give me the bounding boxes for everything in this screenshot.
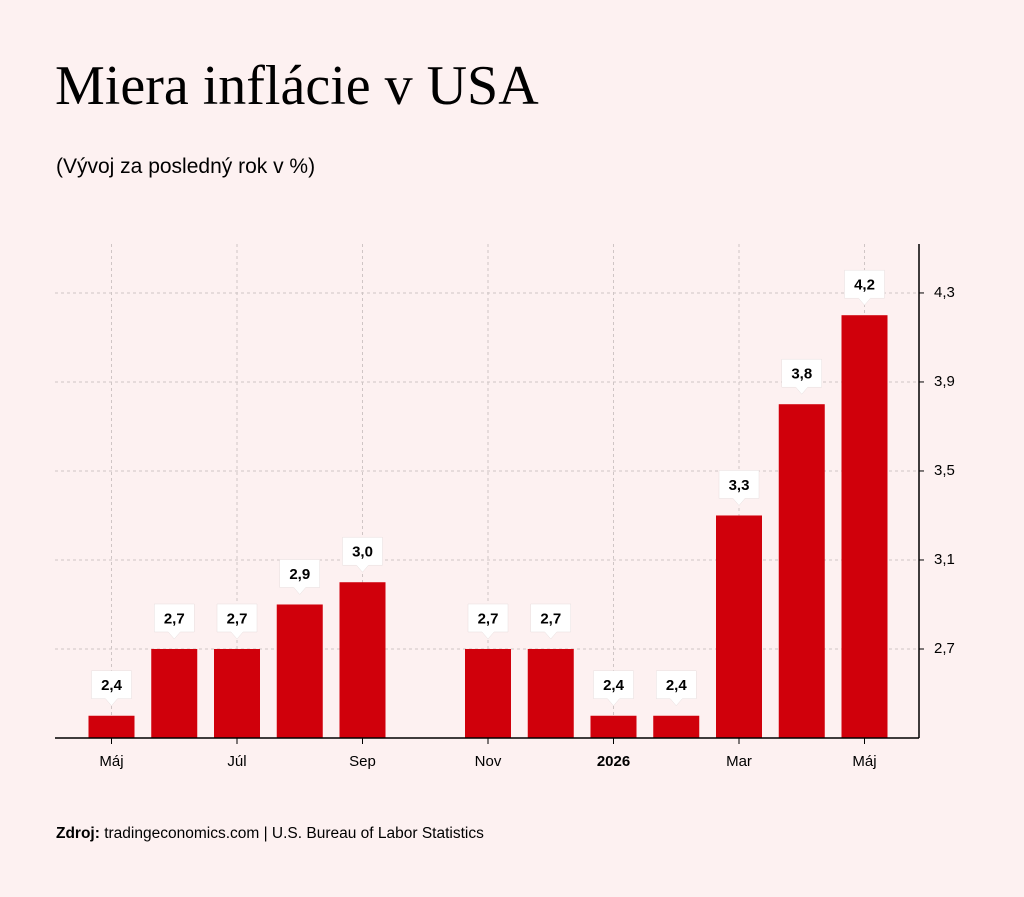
data-label: 2,7 — [467, 603, 509, 640]
data-label-text: 2,4 — [603, 677, 625, 694]
data-label: 2,9 — [279, 559, 320, 595]
data-label: 2,7 — [154, 603, 195, 640]
x-tick-label: 2026 — [597, 753, 630, 770]
bar — [590, 715, 637, 738]
source-text: tradingeconomics.com | U.S. Bureau of La… — [104, 825, 484, 842]
x-tick-label: Máj — [852, 753, 876, 770]
bar — [527, 648, 574, 738]
data-label-text: 3,3 — [729, 477, 750, 494]
data-label-text: 2,4 — [101, 677, 123, 694]
data-label-text: 2,7 — [164, 610, 185, 627]
y-tick-label: 3,9 — [934, 373, 955, 390]
bar — [276, 604, 323, 738]
bar — [716, 515, 762, 738]
bars — [88, 315, 888, 738]
bar — [214, 648, 260, 738]
data-label-text: 2,9 — [289, 566, 310, 583]
data-label: 3,8 — [781, 358, 822, 395]
y-tick-label: 2,7 — [934, 640, 955, 657]
y-tick-label: 3,1 — [934, 551, 955, 568]
bar — [465, 648, 511, 738]
y-tick-label: 3,5 — [934, 462, 955, 479]
data-label: 2,7 — [216, 603, 258, 640]
bar — [653, 715, 700, 738]
chart-title: Miera inflácie v USA — [55, 55, 539, 117]
bar — [841, 315, 888, 738]
data-label: 3,3 — [718, 470, 760, 506]
data-label-callout — [467, 603, 509, 640]
source-label: Zdroj: — [56, 825, 100, 842]
data-label-text: 2,7 — [540, 610, 561, 627]
y-tick-label: 4,3 — [934, 284, 955, 301]
bar — [151, 648, 198, 738]
data-label-callout — [154, 603, 195, 640]
axes: 2,7 3,1 3,5 3,9 4,3 Máj Júl Sep Nov 2026 Mar Máj — [55, 244, 955, 770]
data-labels: 2,4 2,7 2,7 2,9 3,0 2,7 2,7 2,4 2,4 3,3 3,8 4,2 — [91, 269, 885, 707]
data-label-text: 2,7 — [227, 610, 248, 627]
data-label-text: 2,7 — [478, 610, 499, 627]
data-label: 2,4 — [593, 670, 634, 707]
x-tick-label: Júl — [227, 753, 246, 770]
bar — [339, 582, 386, 738]
x-tick-label: Máj — [99, 753, 123, 770]
chart-subtitle: (Vývoj za posledný rok v %) — [56, 155, 316, 178]
data-label-callout — [718, 470, 760, 506]
data-label: 3,0 — [342, 536, 383, 573]
data-label: 2,4 — [656, 670, 697, 707]
data-label-callout — [656, 670, 697, 707]
data-label-callout — [781, 358, 822, 395]
data-label-text: 3,0 — [352, 544, 373, 561]
data-label-text: 4,2 — [854, 277, 875, 294]
data-label-callout — [91, 670, 132, 707]
bar — [778, 404, 825, 738]
data-label-callout — [593, 670, 634, 707]
data-label: 2,7 — [530, 603, 571, 640]
data-label-text: 3,8 — [791, 366, 812, 383]
data-label-callout — [844, 269, 885, 306]
data-label: 4,2 — [844, 269, 885, 306]
x-tick-label: Nov — [475, 753, 502, 770]
data-label-callout — [530, 603, 571, 640]
source-note: Zdroj: tradingeconomics.com | U.S. Burea… — [56, 826, 484, 842]
data-label-callout — [279, 559, 320, 595]
data-label: 2,4 — [91, 670, 132, 707]
x-tick-label: Sep — [349, 753, 376, 770]
bar — [88, 715, 135, 738]
x-tick-label: Mar — [726, 753, 752, 770]
data-label-callout — [342, 536, 383, 573]
data-label-text: 2,4 — [666, 677, 688, 694]
data-label-callout — [216, 603, 258, 640]
